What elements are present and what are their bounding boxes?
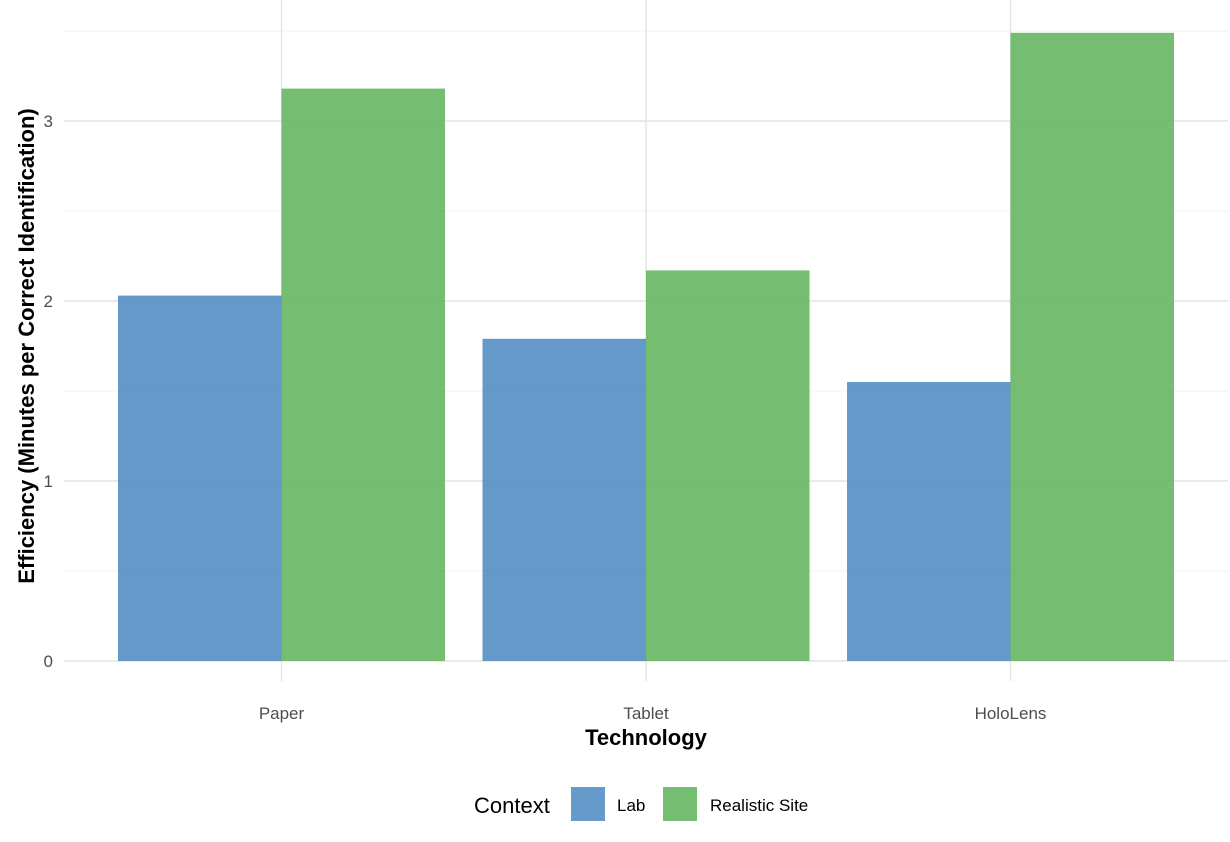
bar-lab-hololens [847,382,1011,661]
legend-key-lab [571,787,605,821]
legend-label-realistic-site: Realistic Site [710,796,808,815]
legend-title: Context [474,793,550,818]
y-tick-label: 2 [44,292,53,311]
x-tick-label: Paper [259,704,305,723]
y-tick-label: 1 [44,472,53,491]
x-tick-label: Tablet [623,704,669,723]
y-axis-title: Efficiency (Minutes per Correct Identifi… [14,108,39,584]
y-tick-label: 0 [44,652,53,671]
y-tick-label: 3 [44,112,53,131]
bar-realistic-site-tablet [646,270,810,661]
legend: Context Lab Realistic Site [474,787,808,821]
bar-realistic-site-hololens [1010,32,1174,662]
bars [118,32,1174,662]
bar-lab-paper [118,295,282,661]
axes: 0 1 2 3 Paper Tablet HoloLens [44,112,1047,723]
bar-realistic-site-paper [281,88,445,662]
legend-label-lab: Lab [617,796,645,815]
x-tick-label: HoloLens [975,704,1047,723]
bar-lab-tablet [482,338,646,661]
legend-key-realistic-site [663,787,697,821]
x-axis-title: Technology [585,725,708,750]
